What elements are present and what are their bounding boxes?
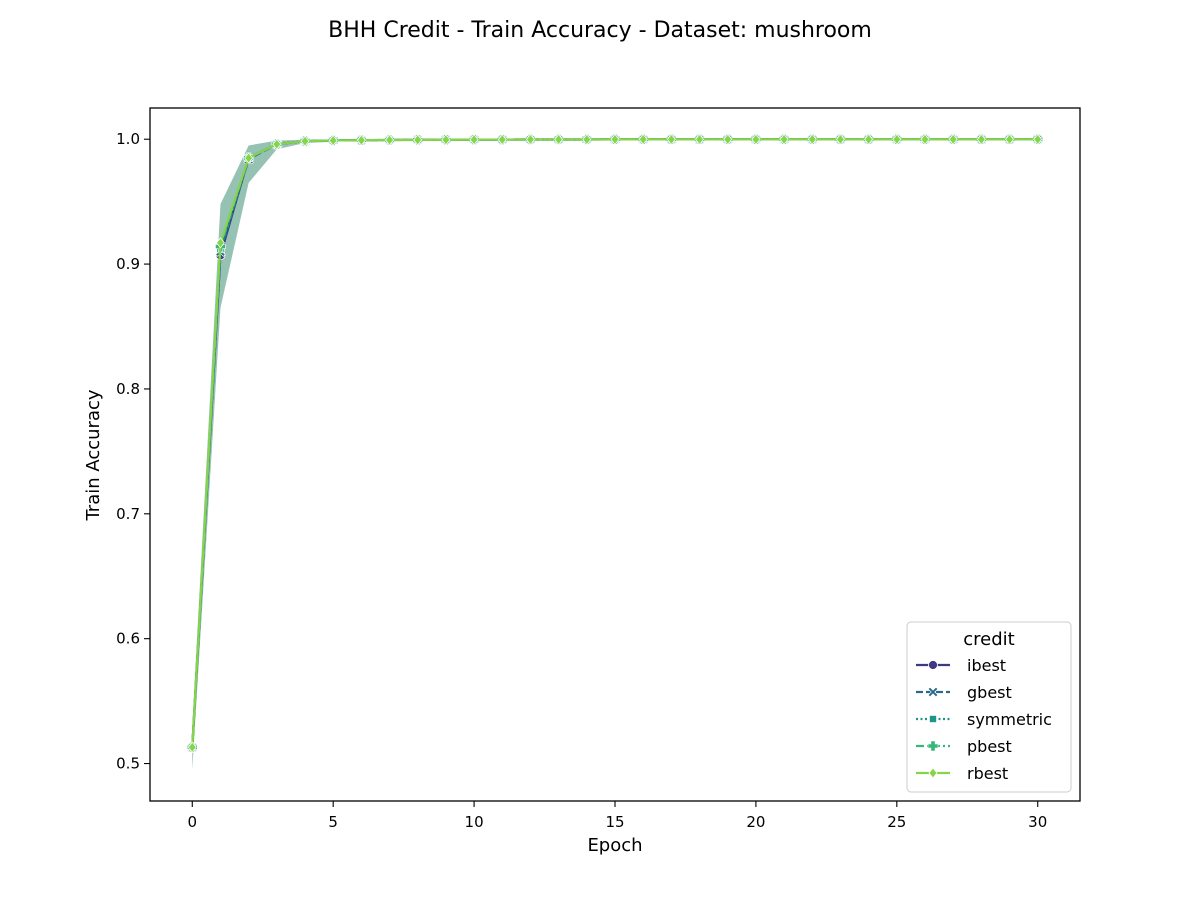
- x-tick-label: 30: [1028, 813, 1047, 831]
- data-point-rbest-11: [497, 133, 507, 146]
- data-point-rbest-23: [835, 133, 845, 145]
- data-point-rbest-14: [582, 133, 592, 146]
- x-tick-label: 0: [187, 813, 197, 831]
- y-tick-label: 0.8: [116, 380, 140, 398]
- data-point-rbest-27: [948, 133, 958, 145]
- y-axis-ticks: 0.5 0.6 0.7 0.8 0.9 1.0: [116, 130, 150, 773]
- data-point-rbest-3: [272, 138, 282, 150]
- legend-marker-gbest: [927, 686, 939, 698]
- data-point-rbest-18: [695, 133, 705, 145]
- legend-item-symmetric: symmetric: [916, 710, 1052, 729]
- y-tick-label: 0.5: [116, 755, 140, 773]
- data-point-rbest-8: [413, 134, 423, 146]
- data-point-rbest-6: [356, 134, 366, 146]
- data-point-rbest-15: [610, 133, 620, 145]
- data-point-rbest-19: [723, 133, 733, 145]
- legend-item-gbest: gbest: [916, 683, 1012, 702]
- data-point-rbest-12: [525, 133, 535, 146]
- x-tick-label: 25: [887, 813, 906, 831]
- data-point-rbest-25: [892, 133, 902, 145]
- legend-marker-ibest: [928, 660, 938, 670]
- y-tick-label: 1.0: [116, 130, 140, 148]
- y-tick-label: 0.7: [116, 505, 140, 523]
- data-point-rbest-10: [469, 133, 479, 146]
- x-tick-label: 5: [328, 813, 338, 831]
- data-point-rbest-21: [779, 133, 789, 145]
- confidence-band: [192, 139, 362, 770]
- data-point-rbest-30: [1033, 133, 1043, 145]
- legend-items: ibest gbest symmetric pbest rbest: [916, 656, 1052, 783]
- legend-marker-rbest: [928, 767, 938, 779]
- data-point-rbest-13: [554, 133, 564, 146]
- legend-item-pbest: pbest: [916, 737, 1012, 756]
- series-layer: [186, 133, 1044, 753]
- data-point-rbest-1: [215, 237, 225, 249]
- data-point-rbest-17: [666, 133, 676, 145]
- data-point-rbest-26: [920, 133, 930, 145]
- x-tick-label: 10: [465, 813, 484, 831]
- data-point-rbest-22: [807, 133, 817, 145]
- chart-title: BHH Credit - Train Accuracy - Dataset: m…: [328, 18, 872, 43]
- y-tick-label: 0.6: [116, 630, 140, 648]
- data-point-rbest-24: [864, 133, 874, 145]
- data-point-rbest-20: [751, 133, 761, 145]
- data-point-rbest-0: [187, 741, 197, 753]
- legend-label-pbest: pbest: [967, 737, 1012, 756]
- legend-label-gbest: gbest: [967, 683, 1012, 702]
- data-point-rbest-16: [638, 133, 648, 145]
- legend-item-rbest: rbest: [916, 764, 1008, 783]
- data-point-rbest-29: [1005, 133, 1015, 145]
- data-point-rbest-4: [300, 135, 310, 147]
- legend-marker-pbest: [927, 740, 939, 752]
- x-tick-label: 20: [746, 813, 765, 831]
- legend-item-ibest: ibest: [916, 656, 1006, 675]
- legend-marker-symmetric: [929, 715, 938, 724]
- data-point-rbest-28: [976, 133, 986, 145]
- x-axis-ticks: 0 5 10 15 20 25 30: [187, 801, 1047, 831]
- legend-title: credit: [963, 629, 1014, 650]
- legend-label-symmetric: symmetric: [967, 710, 1052, 729]
- series-rbest: [187, 133, 1043, 753]
- legend-label-ibest: ibest: [967, 656, 1006, 675]
- x-tick-label: 15: [605, 813, 624, 831]
- legend: credit ibest gbest symmetric pbest rbest: [906, 621, 1072, 793]
- legend-label-rbest: rbest: [967, 764, 1008, 783]
- x-axis-label: Epoch: [587, 835, 642, 856]
- data-point-rbest-9: [441, 134, 451, 146]
- data-point-rbest-5: [328, 134, 338, 147]
- y-tick-label: 0.9: [116, 255, 140, 273]
- data-point-rbest-2: [244, 152, 254, 164]
- y-axis-label: Train Accuracy: [83, 389, 104, 521]
- data-point-rbest-7: [385, 134, 395, 146]
